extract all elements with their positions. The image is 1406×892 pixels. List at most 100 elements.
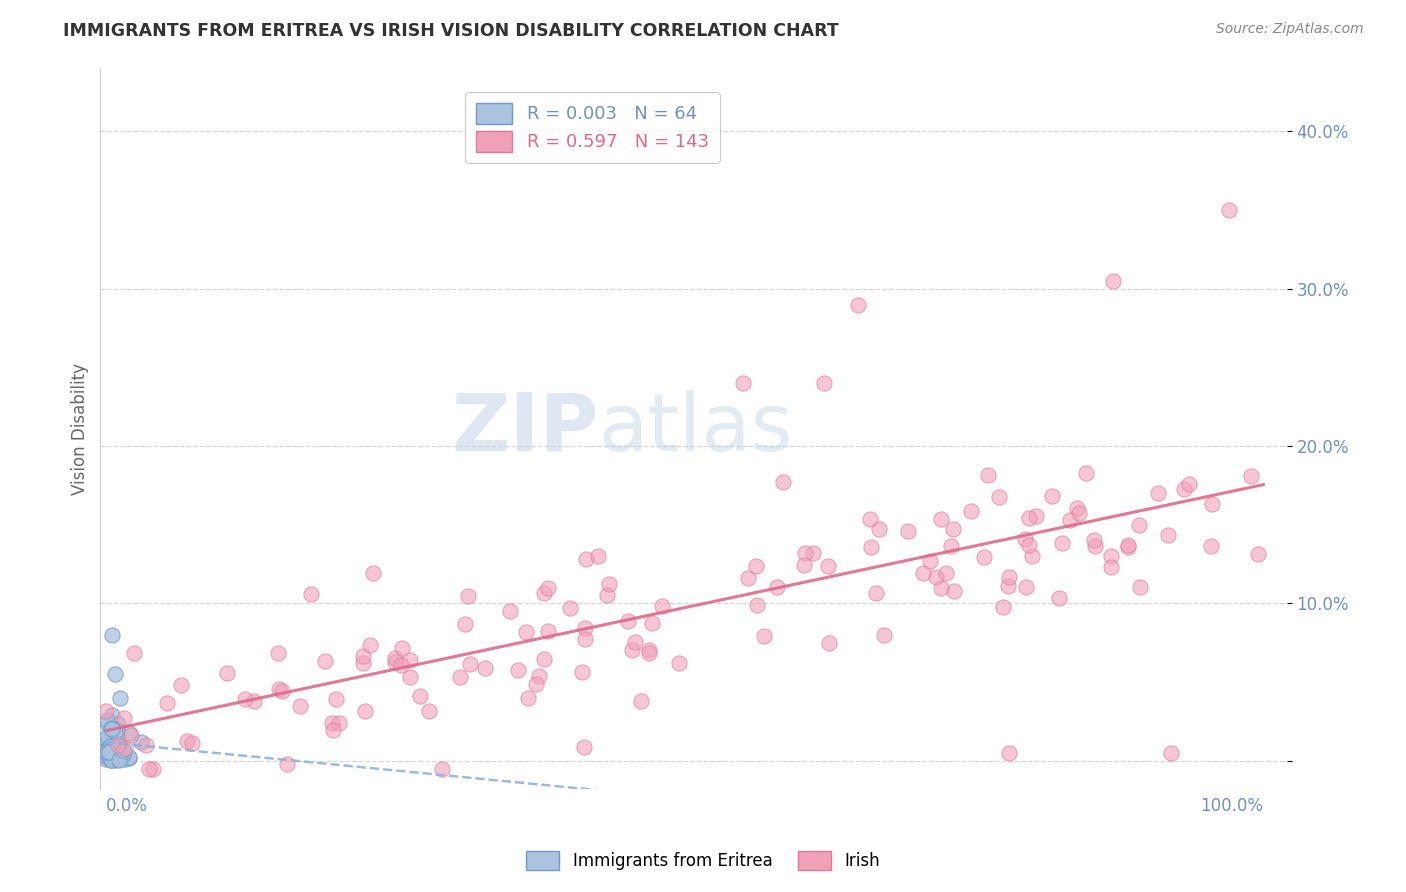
Point [920, 554, 942, 568]
Point [595, 588, 617, 602]
Point [135, 739, 157, 753]
Point [108, 753, 131, 767]
Point [1076, 466, 1098, 480]
Point [731, 376, 754, 391]
Text: ZIP: ZIP [451, 390, 599, 467]
Point [1040, 489, 1063, 503]
Point [457, 589, 479, 603]
Point [96, 704, 118, 718]
Point [1173, 483, 1195, 497]
Point [269, 682, 291, 697]
Point [1014, 533, 1036, 547]
Point [112, 711, 135, 725]
Point [801, 546, 824, 560]
Point [765, 580, 787, 594]
Y-axis label: Vision Disability: Vision Disability [72, 363, 89, 495]
Point [929, 582, 952, 596]
Point [997, 579, 1019, 593]
Point [181, 736, 204, 750]
Point [105, 723, 128, 738]
Point [1218, 203, 1240, 218]
Point [100, 750, 122, 764]
Point [527, 669, 550, 683]
Point [361, 566, 384, 581]
Point [638, 646, 661, 660]
Point [1102, 274, 1125, 288]
Point [925, 570, 948, 584]
Point [1201, 497, 1223, 511]
Point [772, 475, 794, 489]
Point [943, 584, 966, 599]
Point [630, 694, 652, 708]
Point [991, 600, 1014, 615]
Point [973, 550, 995, 565]
Point [114, 740, 136, 755]
Point [817, 558, 839, 573]
Point [1116, 540, 1139, 554]
Point [100, 725, 122, 739]
Text: atlas: atlas [599, 390, 793, 467]
Point [108, 690, 131, 705]
Point [418, 705, 440, 719]
Point [1083, 533, 1105, 547]
Point [449, 669, 471, 683]
Point [515, 624, 537, 639]
Point [1066, 500, 1088, 515]
Point [96, 731, 118, 746]
Point [641, 615, 664, 630]
Point [103, 738, 125, 752]
Point [935, 566, 957, 581]
Point [745, 559, 768, 574]
Point [1067, 506, 1090, 520]
Point [107, 738, 129, 752]
Point [1099, 560, 1122, 574]
Point [1018, 538, 1040, 552]
Point [325, 691, 347, 706]
Point [813, 376, 835, 391]
Point [1128, 517, 1150, 532]
Point [911, 566, 934, 580]
Point [104, 745, 127, 759]
Point [575, 551, 598, 566]
Point [558, 601, 581, 615]
Point [1147, 486, 1170, 500]
Text: 100.0%: 100.0% [1201, 797, 1264, 815]
Point [458, 657, 481, 671]
Point [100, 738, 122, 752]
Point [1178, 476, 1201, 491]
Point [668, 656, 690, 670]
Point [474, 661, 496, 675]
Point [118, 750, 141, 764]
Point [533, 586, 555, 600]
Point [1118, 538, 1140, 552]
Point [651, 599, 673, 613]
Point [1084, 540, 1107, 554]
Point [138, 762, 160, 776]
Point [737, 571, 759, 585]
Point [97, 743, 120, 757]
Point [939, 540, 962, 554]
Point [96, 733, 118, 747]
Point [1129, 580, 1152, 594]
Point [176, 733, 198, 747]
Point [96, 749, 118, 764]
Point [533, 652, 555, 666]
Point [859, 512, 882, 526]
Point [96, 729, 118, 743]
Point [747, 598, 769, 612]
Point [987, 491, 1010, 505]
Point [506, 663, 529, 677]
Point [399, 670, 422, 684]
Point [107, 717, 129, 731]
Point [156, 696, 179, 710]
Point [1052, 536, 1074, 550]
Point [409, 689, 432, 703]
Point [638, 643, 661, 657]
Point [1099, 549, 1122, 563]
Point [112, 745, 135, 759]
Text: 0.0%: 0.0% [105, 797, 148, 815]
Point [101, 723, 124, 737]
Point [111, 741, 134, 756]
Point [865, 586, 887, 600]
Point [537, 624, 560, 638]
